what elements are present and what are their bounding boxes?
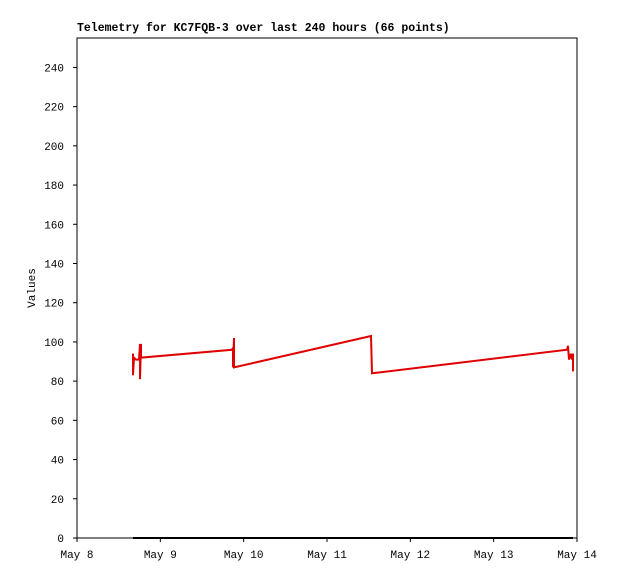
y-tick-label: 240 <box>44 63 64 75</box>
y-axis-label: Values <box>27 268 39 308</box>
data-line <box>132 334 574 380</box>
x-tick-label: May 9 <box>144 550 177 562</box>
x-tick-label: May 13 <box>474 550 514 562</box>
y-tick-label: 80 <box>51 377 64 389</box>
x-tick-label: May 12 <box>391 550 431 562</box>
y-tick-label: 220 <box>44 103 64 115</box>
plot-frame <box>76 37 578 539</box>
y-tick-label: 100 <box>44 338 64 350</box>
y-tick-label: 20 <box>51 495 64 507</box>
y-tick-label: 160 <box>44 220 64 232</box>
y-tick-label: 120 <box>44 299 64 311</box>
y-tick-label: 60 <box>51 416 64 428</box>
x-tick-label: May 11 <box>307 550 347 562</box>
y-tick-label: 0 <box>57 534 64 546</box>
x-tick-label: May 8 <box>60 550 93 562</box>
y-tick-label: 200 <box>44 142 64 154</box>
y-tick-label: 180 <box>44 181 64 193</box>
x-tick-label: May 10 <box>224 550 264 562</box>
x-tick-label: May 14 <box>557 550 597 562</box>
chart-title: Telemetry for KC7FQB-3 over last 240 hou… <box>77 22 450 35</box>
y-tick-label: 40 <box>51 456 64 468</box>
y-tick-label: 140 <box>44 259 64 271</box>
